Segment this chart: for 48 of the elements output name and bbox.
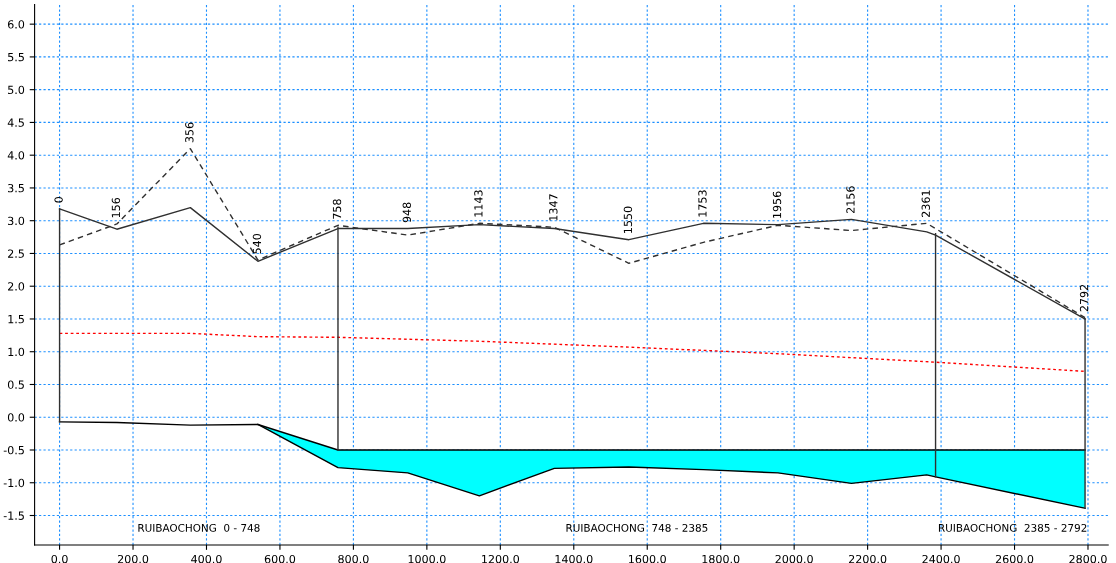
x-tick-label: 1400.0 (555, 554, 593, 563)
y-tick-label: 3.5 (8, 183, 24, 193)
annotation: RUIBAOCHONG 748 - 2385 (566, 523, 708, 532)
annotation: 0 (54, 197, 63, 203)
y-tick-label: -1.0 (3, 478, 25, 488)
y-tick-label: -1.5 (3, 511, 24, 520)
x-tick-label: 400.0 (191, 554, 222, 563)
x-tick-label: 2800.0 (1069, 554, 1107, 563)
annotation: RUIBAOCHONG 0 - 748 (138, 523, 260, 532)
annotation: 1143 (474, 190, 483, 217)
annotation: 2792 (1079, 284, 1089, 312)
x-tick-label: 0.0 (51, 554, 68, 563)
x-tick-label: 2400.0 (922, 554, 960, 563)
annotation: RUIBAOCHONG 2385 - 2792 (938, 523, 1087, 532)
annotation: 2361 (921, 190, 930, 217)
annotation: 1956 (772, 191, 782, 218)
annotation: 156 (111, 197, 121, 218)
y-tick-label: 2.5 (8, 249, 24, 258)
y-tick-label: 4.0 (7, 151, 25, 160)
annotation: 540 (252, 233, 262, 254)
x-tick-label: 2000.0 (775, 554, 813, 563)
y-tick-label: -0.5 (3, 445, 24, 455)
x-tick-label: 200.0 (117, 554, 149, 563)
y-tick-label: 5.0 (8, 85, 25, 95)
y-tick-label: 2.0 (8, 282, 25, 291)
y-tick-label: 5.5 (8, 53, 24, 62)
annotation: 948 (402, 202, 411, 223)
annotation: 356 (185, 122, 194, 143)
y-tick-label: 6.0 (7, 20, 25, 29)
annotation: 758 (332, 199, 342, 219)
annotation: 2156 (846, 186, 855, 214)
y-tick-label: 0.0 (7, 413, 25, 422)
annotation: 1550 (623, 206, 633, 233)
x-tick-label: 1000.0 (408, 554, 446, 563)
x-tick-label: 1200.0 (482, 554, 520, 563)
annotation: 1753 (698, 190, 707, 217)
y-tick-label: 4.5 (7, 118, 24, 127)
x-tick-label: 1800.0 (702, 554, 740, 563)
annotation: 1347 (549, 194, 558, 221)
y-tick-label: 3.0 (8, 216, 25, 226)
x-tick-label: 2200.0 (848, 554, 887, 563)
x-tick-label: 600.0 (264, 554, 296, 563)
x-tick-label: 800.0 (338, 554, 369, 563)
x-tick-label: 2600.0 (995, 554, 1034, 563)
x-tick-label: 1600.0 (629, 554, 666, 563)
y-tick-label: 1.0 (8, 347, 25, 357)
y-tick-label: 1.5 (8, 315, 24, 324)
y-tick-label: 0.5 (7, 380, 24, 389)
